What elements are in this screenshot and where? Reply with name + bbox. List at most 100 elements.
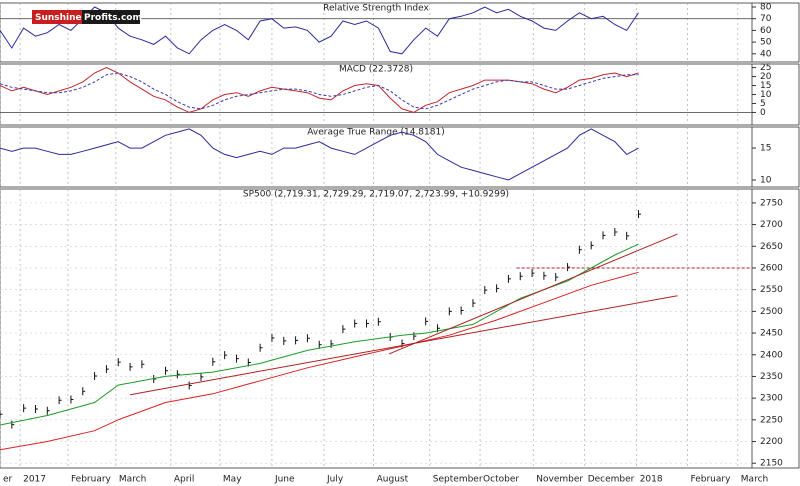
y-tick-label: 5 — [760, 99, 766, 109]
panel-frame — [0, 2, 800, 63]
y-tick-label: 2700 — [760, 220, 783, 230]
price-bar — [259, 343, 263, 352]
panel-frame — [0, 126, 800, 188]
x-tick-label: May — [223, 475, 242, 485]
x-tick-label: July — [326, 475, 344, 485]
price-bar — [58, 396, 62, 405]
price-bar — [176, 370, 180, 379]
x-tick-label: November — [536, 475, 583, 485]
y-tick-label: 15 — [760, 81, 771, 91]
y-tick-label: 2550 — [760, 285, 783, 295]
x-tick-label: September — [433, 475, 483, 485]
panel-title: Average True Range (14.8181) — [307, 128, 444, 138]
price-bar — [543, 271, 547, 280]
price-bar — [0, 410, 3, 419]
price-bar — [235, 354, 239, 363]
price-bar — [354, 319, 358, 328]
panel-frame — [0, 188, 800, 469]
price-bar — [578, 245, 582, 254]
y-tick-label: 2450 — [760, 329, 783, 339]
x-tick-label: June — [274, 475, 295, 485]
y-tick-label: 2600 — [760, 263, 783, 273]
y-tick-label: 0 — [760, 108, 766, 118]
y-tick-label: 60 — [760, 26, 772, 36]
price-bar — [129, 362, 133, 371]
logo-bg-1 — [32, 10, 82, 24]
y-tick-label: 2200 — [760, 437, 783, 447]
y-tick-label: 25 — [760, 63, 771, 73]
price-bar — [342, 325, 346, 334]
x-tick-label: 2017 — [23, 475, 46, 485]
price-bar — [141, 360, 145, 369]
price-bar — [531, 269, 535, 278]
price-bar — [188, 381, 192, 390]
y-tick-label: 15 — [760, 144, 771, 154]
x-tick-label: April — [174, 475, 195, 485]
x-tick-label: March — [119, 475, 146, 485]
price-bar — [46, 406, 50, 415]
price-bar — [94, 372, 98, 381]
price-bar — [507, 274, 511, 283]
y-tick-label: 2650 — [760, 242, 783, 252]
panel-title: SP500 (2,719.31, 2,729.29, 2,719.07, 2,7… — [243, 190, 509, 200]
price-bar — [413, 332, 417, 341]
price-bar — [590, 241, 594, 250]
price-bar — [602, 231, 606, 240]
price-bar — [283, 336, 287, 345]
price-bar — [306, 334, 310, 343]
series-line — [388, 233, 678, 355]
panel-title: MACD (22.3728) — [339, 65, 413, 75]
x-tick-label: August — [377, 475, 409, 485]
price-bar — [448, 307, 452, 316]
y-tick-label: 2150 — [760, 459, 783, 469]
logo-text: Profits.com — [84, 13, 142, 23]
series-line — [130, 295, 678, 396]
price-bar — [425, 317, 429, 326]
y-tick-label: 2350 — [760, 372, 783, 382]
price-bar — [82, 387, 86, 396]
y-tick-label: 20 — [760, 72, 772, 82]
y-tick-label: 10 — [760, 175, 772, 185]
y-tick-label: 2400 — [760, 350, 783, 360]
price-bar — [637, 210, 641, 219]
price-bar — [224, 351, 228, 360]
price-bar — [567, 263, 571, 272]
price-bar — [366, 319, 370, 328]
price-bar — [626, 231, 630, 240]
price-bar — [200, 372, 204, 381]
price-bar — [472, 299, 476, 308]
price-bar — [34, 404, 38, 413]
price-bar — [460, 306, 464, 315]
panel-title: Relative Strength Index — [323, 4, 429, 14]
logo-bg-2 — [82, 10, 140, 24]
price-bar — [555, 273, 559, 282]
price-bar — [212, 357, 216, 366]
series-line — [0, 271, 639, 451]
price-bar — [295, 336, 299, 345]
y-tick-label: 10 — [760, 90, 772, 100]
price-bar — [318, 340, 322, 349]
price-bar — [165, 366, 169, 375]
price-bar — [70, 395, 74, 404]
x-tick-label: February — [691, 475, 732, 485]
series-line — [0, 72, 639, 110]
price-bar — [117, 358, 121, 367]
y-tick-label: 50 — [760, 38, 772, 48]
price-bar — [330, 339, 334, 348]
logo: Sunshine Profits.com — [32, 10, 142, 24]
x-tick-label: er — [3, 475, 13, 485]
price-bar — [484, 286, 488, 295]
y-tick-label: 2750 — [760, 198, 783, 208]
price-bar — [105, 365, 109, 374]
series-line — [0, 67, 639, 113]
x-tick-label: March — [741, 475, 768, 485]
x-tick-label: October — [483, 475, 519, 485]
y-tick-label: 2300 — [760, 394, 783, 404]
x-tick-label: December — [588, 475, 635, 485]
price-bar — [519, 272, 523, 281]
series-line — [0, 128, 639, 181]
y-tick-label: 70 — [760, 14, 772, 24]
panel-frame — [0, 63, 800, 126]
